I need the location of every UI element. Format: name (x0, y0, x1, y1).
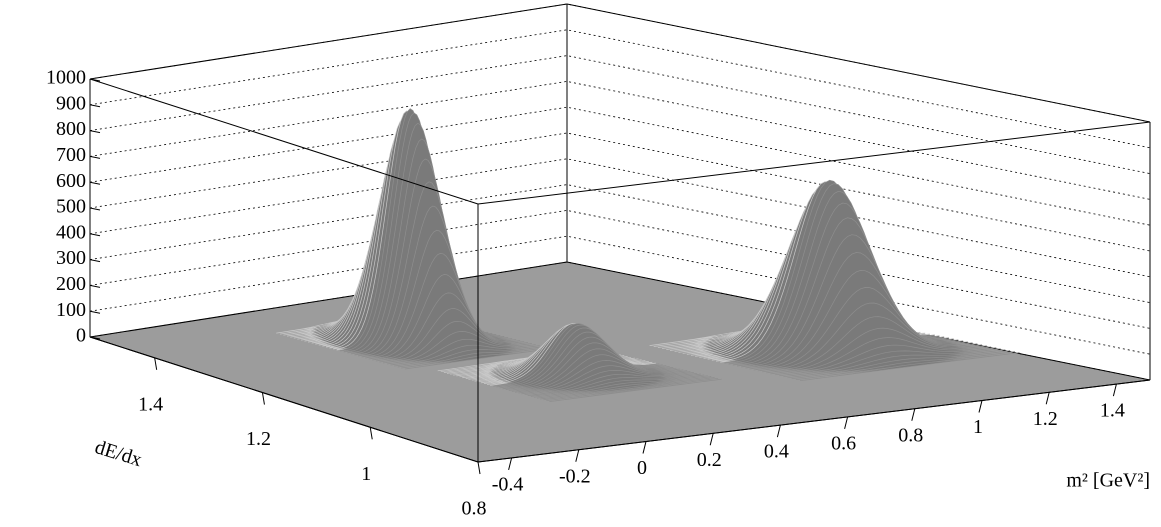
x-tick-label: 0 (637, 457, 647, 479)
x-tick (709, 433, 714, 446)
box-edge (89, 3, 568, 80)
x-tick (1112, 383, 1117, 397)
x-axis-title: m² [GeV²] (1066, 470, 1150, 492)
z-tick (89, 284, 101, 288)
y-tick-label: 0.8 (462, 498, 487, 520)
grid-line (89, 29, 1151, 149)
y-tick (261, 392, 265, 405)
z-tick (89, 259, 101, 263)
y-tick (477, 461, 481, 475)
z-tick-label: 200 (56, 273, 86, 295)
grid-line (89, 3, 1151, 123)
x-tick (575, 449, 580, 462)
z-tick (89, 155, 101, 159)
grid-line (89, 261, 1151, 381)
x-tick (978, 400, 983, 413)
z-tick (89, 104, 101, 108)
y-tick-label: 1.4 (138, 393, 163, 415)
x-tick-label: -0.4 (492, 473, 524, 495)
x-tick (642, 441, 647, 454)
surface-slice (791, 350, 1011, 380)
surface-slice (795, 351, 1015, 381)
grid-line (89, 80, 1151, 200)
z-tick (89, 233, 101, 237)
z-tick (89, 310, 101, 314)
y-axis-title: dE/dx (92, 436, 144, 471)
x-tick-label: -0.2 (559, 465, 591, 487)
x-tick-label: 1.2 (1033, 408, 1058, 430)
grid-line (89, 55, 1151, 174)
x-tick (911, 408, 916, 421)
z-tick (89, 207, 101, 211)
surface-slice (543, 377, 715, 401)
y-tick (154, 357, 158, 370)
z-tick-label: 800 (56, 118, 86, 140)
grid-line (89, 235, 1151, 355)
y-tick-label: 1.2 (246, 428, 271, 450)
grid-line (89, 132, 1151, 252)
x-tick-label: 0.2 (697, 449, 722, 471)
surface-slice (546, 377, 719, 402)
grid-line (89, 158, 1151, 278)
x-tick-label: 1 (973, 416, 983, 438)
grid-line (89, 209, 1151, 329)
x-tick (844, 416, 849, 430)
z-tick-label: 400 (56, 221, 86, 243)
surface-slice (799, 352, 1020, 382)
z-tick-label: 900 (56, 92, 86, 114)
z-tick-label: 600 (56, 170, 86, 192)
x-tick (776, 424, 781, 438)
box-edge (566, 3, 1151, 123)
surface-slice (533, 374, 705, 398)
x-tick (1045, 392, 1050, 405)
z-tick (89, 181, 101, 185)
box-edge (89, 78, 479, 205)
z-tick-label: 700 (56, 144, 86, 166)
surface-slice (549, 378, 722, 402)
z-tick-label: 1000 (46, 67, 86, 89)
x-tick-label: 0.8 (898, 424, 923, 446)
z-tick-label: 500 (56, 196, 86, 218)
box-edge (477, 379, 1151, 463)
x-tick-label: 0.6 (831, 432, 856, 454)
z-tick-label: 100 (56, 299, 86, 321)
y-tick (369, 427, 373, 440)
x-tick-label: 1.4 (1100, 400, 1125, 422)
z-tick-label: 300 (56, 247, 86, 269)
grid-line (89, 184, 1151, 303)
y-tick-label: 1 (361, 463, 371, 485)
box-edge (477, 121, 1151, 205)
x-tick (508, 457, 513, 471)
z-tick-label: 0 (76, 325, 86, 347)
grid-line (89, 106, 1151, 226)
surface-slice (536, 375, 708, 399)
z-tick (89, 130, 101, 134)
x-tick-label: 0.4 (764, 441, 789, 463)
